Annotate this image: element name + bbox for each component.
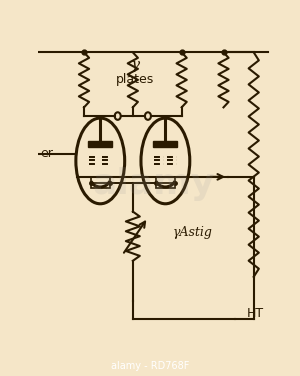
Bar xyxy=(91,177,110,188)
Bar xyxy=(153,141,178,147)
Text: er: er xyxy=(40,147,53,159)
Text: alamy: alamy xyxy=(93,167,215,201)
Text: plates: plates xyxy=(116,73,154,86)
Bar xyxy=(156,177,175,188)
Bar xyxy=(88,141,112,147)
Text: HT: HT xyxy=(247,307,264,320)
Text: γAstig: γAstig xyxy=(172,226,212,239)
Text: γ: γ xyxy=(130,58,140,73)
Text: alamy - RD768F: alamy - RD768F xyxy=(111,361,189,370)
